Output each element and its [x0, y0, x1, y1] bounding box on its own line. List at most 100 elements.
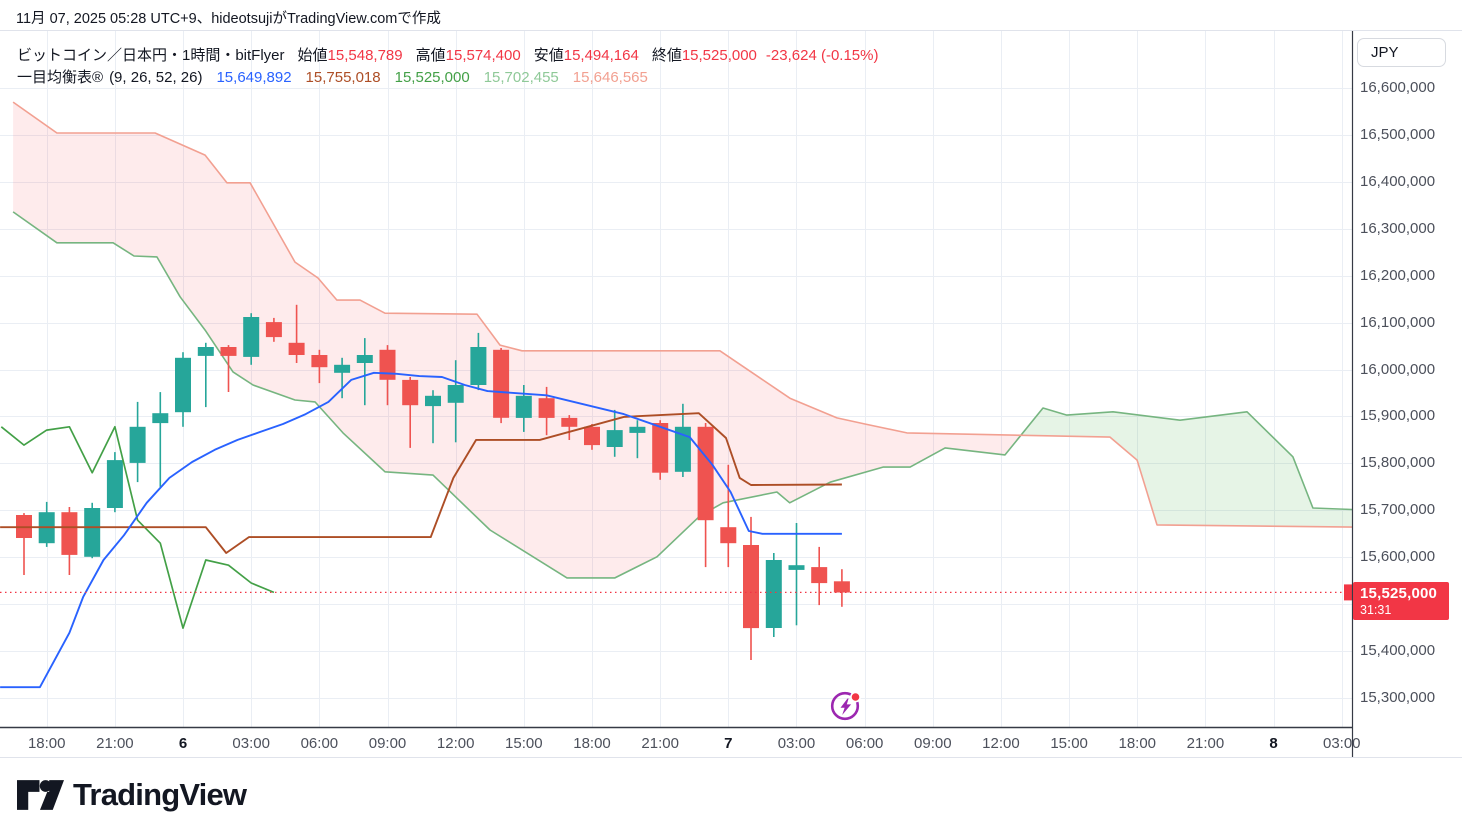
senkou-span-b-line: [12, 101, 1352, 528]
tradingview-logo-mark: [17, 780, 64, 810]
indicator-value: 15,755,018: [305, 69, 381, 86]
last-price-badge: 15,525,000 31:31: [1353, 582, 1449, 621]
ichimoku-cloud-bullish: [1023, 408, 1352, 528]
candle-wick: [568, 415, 571, 440]
price-tick-label: 16,600,000: [1360, 79, 1436, 96]
candle-body: [243, 317, 260, 357]
lightning-icon[interactable]: [829, 689, 863, 723]
close-label: 終値: [651, 47, 682, 64]
currency-button[interactable]: JPY: [1357, 38, 1446, 67]
candle-wick: [795, 523, 798, 626]
indicator-value: 15,649,892: [216, 69, 292, 86]
candle-body: [788, 565, 805, 570]
time-tick-label: 03:00: [777, 735, 816, 752]
price-tick-label: 15,400,000: [1360, 642, 1436, 660]
candle-body: [652, 423, 669, 473]
candle-body: [61, 512, 78, 555]
price-tick-label: 15,600,000: [1360, 548, 1436, 566]
time-tick-label: 03:00: [1322, 735, 1361, 752]
tenkan-sen-line: [0, 371, 842, 689]
time-tick-label: 06:00: [845, 735, 884, 752]
time-tick-label: 21:00: [1186, 735, 1225, 752]
candle-wick: [636, 420, 639, 459]
legend-indicator-row: 一目均衡表® (9, 26, 52, 26) 15,649,892 15,755,01…: [17, 67, 878, 89]
kijun-sen-line: [0, 412, 842, 554]
candle-wick: [205, 342, 207, 408]
candle-body: [447, 385, 464, 403]
plot-layer: [0, 101, 1352, 689]
candle-body: [356, 355, 373, 363]
candle-body: [106, 460, 123, 508]
time-tick-label: 21:00: [641, 735, 679, 752]
open-value: 15,548,789: [327, 47, 403, 64]
low-label: 安値: [533, 47, 564, 64]
candle-body: [833, 581, 850, 593]
candle-wick: [23, 513, 25, 575]
time-tick-label: 12:00: [436, 735, 475, 752]
candle-body: [765, 560, 782, 628]
time-tick-label: 12:00: [982, 735, 1020, 752]
price-tick-label: 15,900,000: [1360, 407, 1436, 425]
candle-body: [811, 567, 828, 584]
candle-wick: [341, 357, 343, 399]
tradingview-logo-text: TradingView: [73, 777, 247, 812]
candle-body: [674, 426, 691, 472]
grid-layer: [0, 31, 1352, 727]
candle-wick: [432, 390, 434, 444]
price-tick-label: 16,200,000: [1360, 266, 1436, 284]
open-label: 始値: [297, 47, 328, 64]
candle-body: [425, 395, 441, 407]
candle-body: [561, 417, 578, 427]
time-tick-label: 18:00: [1118, 735, 1157, 752]
ichimoku-cloud-bearish: [13, 102, 1024, 578]
candle-body: [175, 357, 191, 413]
candle-wick: [295, 304, 298, 363]
candle-body: [515, 395, 532, 418]
low-value: 15,494,164: [563, 47, 639, 64]
indicator-value: 15,525,000: [394, 69, 470, 86]
time-tick-label: 8: [1269, 735, 1278, 752]
candle-body: [129, 426, 146, 463]
price-tick-label: 16,500,000: [1360, 125, 1436, 143]
indicator-value: 15,702,455: [483, 69, 559, 86]
candle-body: [697, 426, 714, 521]
candle-body: [493, 349, 510, 418]
candle-body: [470, 347, 487, 385]
time-tick-label: 09:00: [914, 735, 952, 752]
price-tick-label: 16,000,000: [1360, 360, 1436, 378]
candles-layer: [16, 304, 850, 660]
candle-wick: [727, 464, 730, 568]
last-price-value: 15,525,000: [1360, 585, 1438, 603]
candle-body: [402, 379, 419, 406]
candle-body: [379, 349, 396, 380]
candle-body: [629, 426, 646, 433]
close-value: 15,525,000: [681, 47, 757, 64]
legend: ビットコイン／日本円・1時間・bitFlyer 始値15,548,789 高値15,…: [17, 45, 878, 89]
candle-body: [220, 347, 237, 356]
high-value: 15,574,400: [445, 47, 521, 64]
candle-body: [743, 545, 759, 629]
candle-body: [311, 355, 328, 368]
time-tick-label: 21:00: [96, 735, 134, 752]
candle-wick: [364, 338, 366, 406]
bar-countdown: 31:31: [1360, 603, 1392, 618]
candle-wick: [227, 345, 230, 392]
candle-body: [334, 364, 351, 373]
candle-wick: [409, 377, 411, 448]
legend-symbol-row: ビットコイン／日本円・1時間・bitFlyer 始値15,548,789 高値15,…: [17, 45, 878, 67]
time-tick-label: 7: [724, 735, 733, 752]
time-tick-label: 09:00: [368, 735, 407, 752]
time-tick-label: 18:00: [573, 735, 611, 752]
indicator-value: 15,646,565: [572, 69, 648, 86]
candle-body: [288, 342, 305, 355]
symbol-title[interactable]: ビットコイン／日本円・1時間・bitFlyer: [17, 47, 285, 64]
candle-body: [152, 413, 169, 424]
tradingview-logo[interactable]: TradingView: [17, 777, 247, 813]
senkou-span-a-line: [12, 211, 1352, 579]
indicator-name[interactable]: 一目均衡表®: [17, 69, 104, 86]
chikou-span-line: [0, 425, 275, 629]
indicator-values: 15,649,892 15,755,018 15,525,000 15,702,455…: [202, 69, 647, 86]
price-tick-label: 15,300,000: [1360, 689, 1436, 706]
